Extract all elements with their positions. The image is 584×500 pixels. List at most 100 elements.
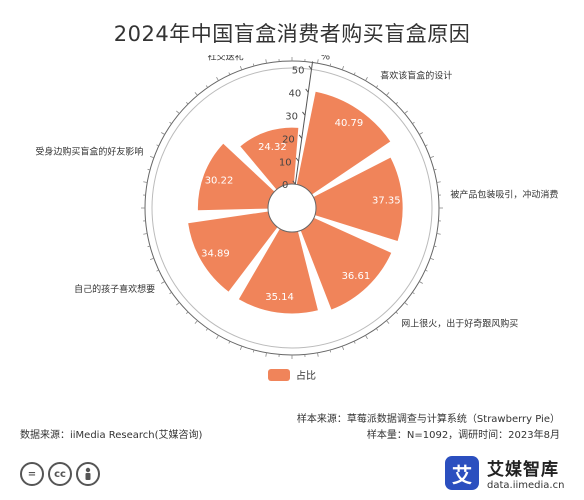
angle-tick <box>147 168 151 171</box>
legend-swatch <box>268 368 290 381</box>
brand-logo: 艾 艾媒智库 data.iimedia.cn <box>445 455 564 491</box>
category-label: 被产品包装吸引，冲动消费 <box>450 189 558 201</box>
radial-tick <box>298 134 303 139</box>
bar[interactable] <box>240 127 299 190</box>
angle-tick <box>386 92 390 96</box>
angle-tick <box>156 144 159 147</box>
angle-tick <box>341 65 345 71</box>
angle-tick <box>149 257 155 261</box>
angle-tick <box>169 121 172 125</box>
angle-tick <box>429 155 435 159</box>
angle-tick <box>341 345 345 351</box>
angle-tick <box>412 291 415 295</box>
legend[interactable]: 占比 <box>268 367 316 382</box>
category-label: 与自己喜爱明星/品牌联名 <box>219 359 321 360</box>
radial-tick-label: 40 <box>289 88 302 99</box>
angle-tick <box>156 269 159 272</box>
bar[interactable] <box>238 228 318 314</box>
bar[interactable] <box>188 211 278 292</box>
bar[interactable] <box>296 91 391 195</box>
angle-tick <box>425 269 428 272</box>
angle-tick <box>365 77 368 81</box>
angle-tick <box>228 341 231 344</box>
polar-bar-chart: 40.79 喜欢该盲盒的设计 37.35 被产品包装吸引，冲动消费 36.61 网上很火，… <box>35 55 558 360</box>
angle-tick <box>205 328 209 331</box>
angle-tick <box>412 121 415 125</box>
radial-tick-label: 10 <box>279 157 292 168</box>
angle-tick <box>161 281 165 284</box>
value-label: 36.61 <box>342 271 371 282</box>
angle-tick <box>239 65 243 71</box>
angle-tick <box>329 349 332 353</box>
angle-tick <box>149 155 155 159</box>
angle-tick <box>205 85 209 88</box>
data-source-note: 数据来源：iiMedia Research(艾媒咨询) <box>20 430 203 441</box>
angle-tick <box>386 320 390 324</box>
angle-tick <box>239 345 243 351</box>
angle-tick <box>425 144 428 147</box>
angle-tick <box>186 102 189 105</box>
angle-tick <box>365 335 368 339</box>
value-label: 34.89 <box>201 249 230 260</box>
angle-tick <box>143 233 148 235</box>
bar[interactable] <box>313 157 403 242</box>
radial-axis-unit: % <box>321 55 331 62</box>
angle-tick <box>436 181 441 183</box>
radial-tick <box>292 180 296 185</box>
category-label: 网上很火，出于好奇跟风购买 <box>401 317 518 329</box>
angle-tick <box>143 181 148 183</box>
value-label: 40.79 <box>335 118 364 129</box>
cc-icon: cc <box>48 462 72 486</box>
radial-tick <box>308 65 312 70</box>
brand-url: data.iimedia.cn <box>487 480 565 491</box>
angle-tick <box>419 281 423 284</box>
value-label: 37.35 <box>372 195 401 206</box>
angle-tick <box>216 335 219 339</box>
radial-tick <box>302 111 306 116</box>
sample-size-note: 样本量：N=1092，调研时间：2023年8月 <box>366 430 560 441</box>
angle-tick <box>436 233 441 235</box>
radial-tick-label: 50 <box>292 65 305 76</box>
angle-tick <box>375 85 379 88</box>
angle-tick <box>252 349 255 353</box>
radial-tick <box>295 157 299 162</box>
radial-tick-label: 30 <box>285 111 298 122</box>
category-label: 自己的孩子喜欢想要 <box>74 283 155 295</box>
value-label: 30.22 <box>205 176 234 187</box>
angle-tick <box>329 63 332 67</box>
value-label: 24.32 <box>258 142 287 153</box>
angle-tick <box>317 59 319 64</box>
person-icon <box>76 462 100 486</box>
chart-title: 2024年中国盲盒消费者购买盲盒原因 <box>113 22 471 46</box>
angle-tick <box>395 311 398 314</box>
angle-tick <box>433 168 437 171</box>
angle-tick <box>419 132 423 135</box>
angle-tick <box>194 92 198 96</box>
category-label: 喜欢该盲盒的设计 <box>380 70 452 82</box>
angle-tick <box>265 352 267 357</box>
value-label: 35.14 <box>265 292 294 303</box>
category-label: 社交送礼 <box>208 55 244 63</box>
category-label: 受身边购买盲盒的好友影响 <box>35 145 143 157</box>
bar[interactable] <box>197 143 275 211</box>
angle-tick <box>228 72 231 75</box>
angle-tick <box>429 257 435 261</box>
inner-hole <box>267 183 317 233</box>
angle-tick <box>353 72 356 75</box>
angle-tick <box>265 59 267 64</box>
angle-tick <box>169 291 172 295</box>
equals-icon: = <box>20 462 44 486</box>
angle-tick <box>194 320 198 324</box>
angle-tick <box>176 110 180 114</box>
angle-tick <box>317 352 319 357</box>
bar[interactable] <box>300 217 392 310</box>
angle-tick <box>161 132 165 135</box>
license-icons: = cc <box>20 462 100 486</box>
angle-tick <box>404 302 408 306</box>
angle-tick <box>147 245 151 248</box>
radial-tick <box>305 88 309 93</box>
angle-tick <box>353 341 356 344</box>
angle-tick <box>404 110 408 114</box>
angle-tick <box>252 63 255 67</box>
sample-source-note: 样本来源：草莓派数据调查与计算系统（Strawberry Pie） <box>296 414 560 425</box>
